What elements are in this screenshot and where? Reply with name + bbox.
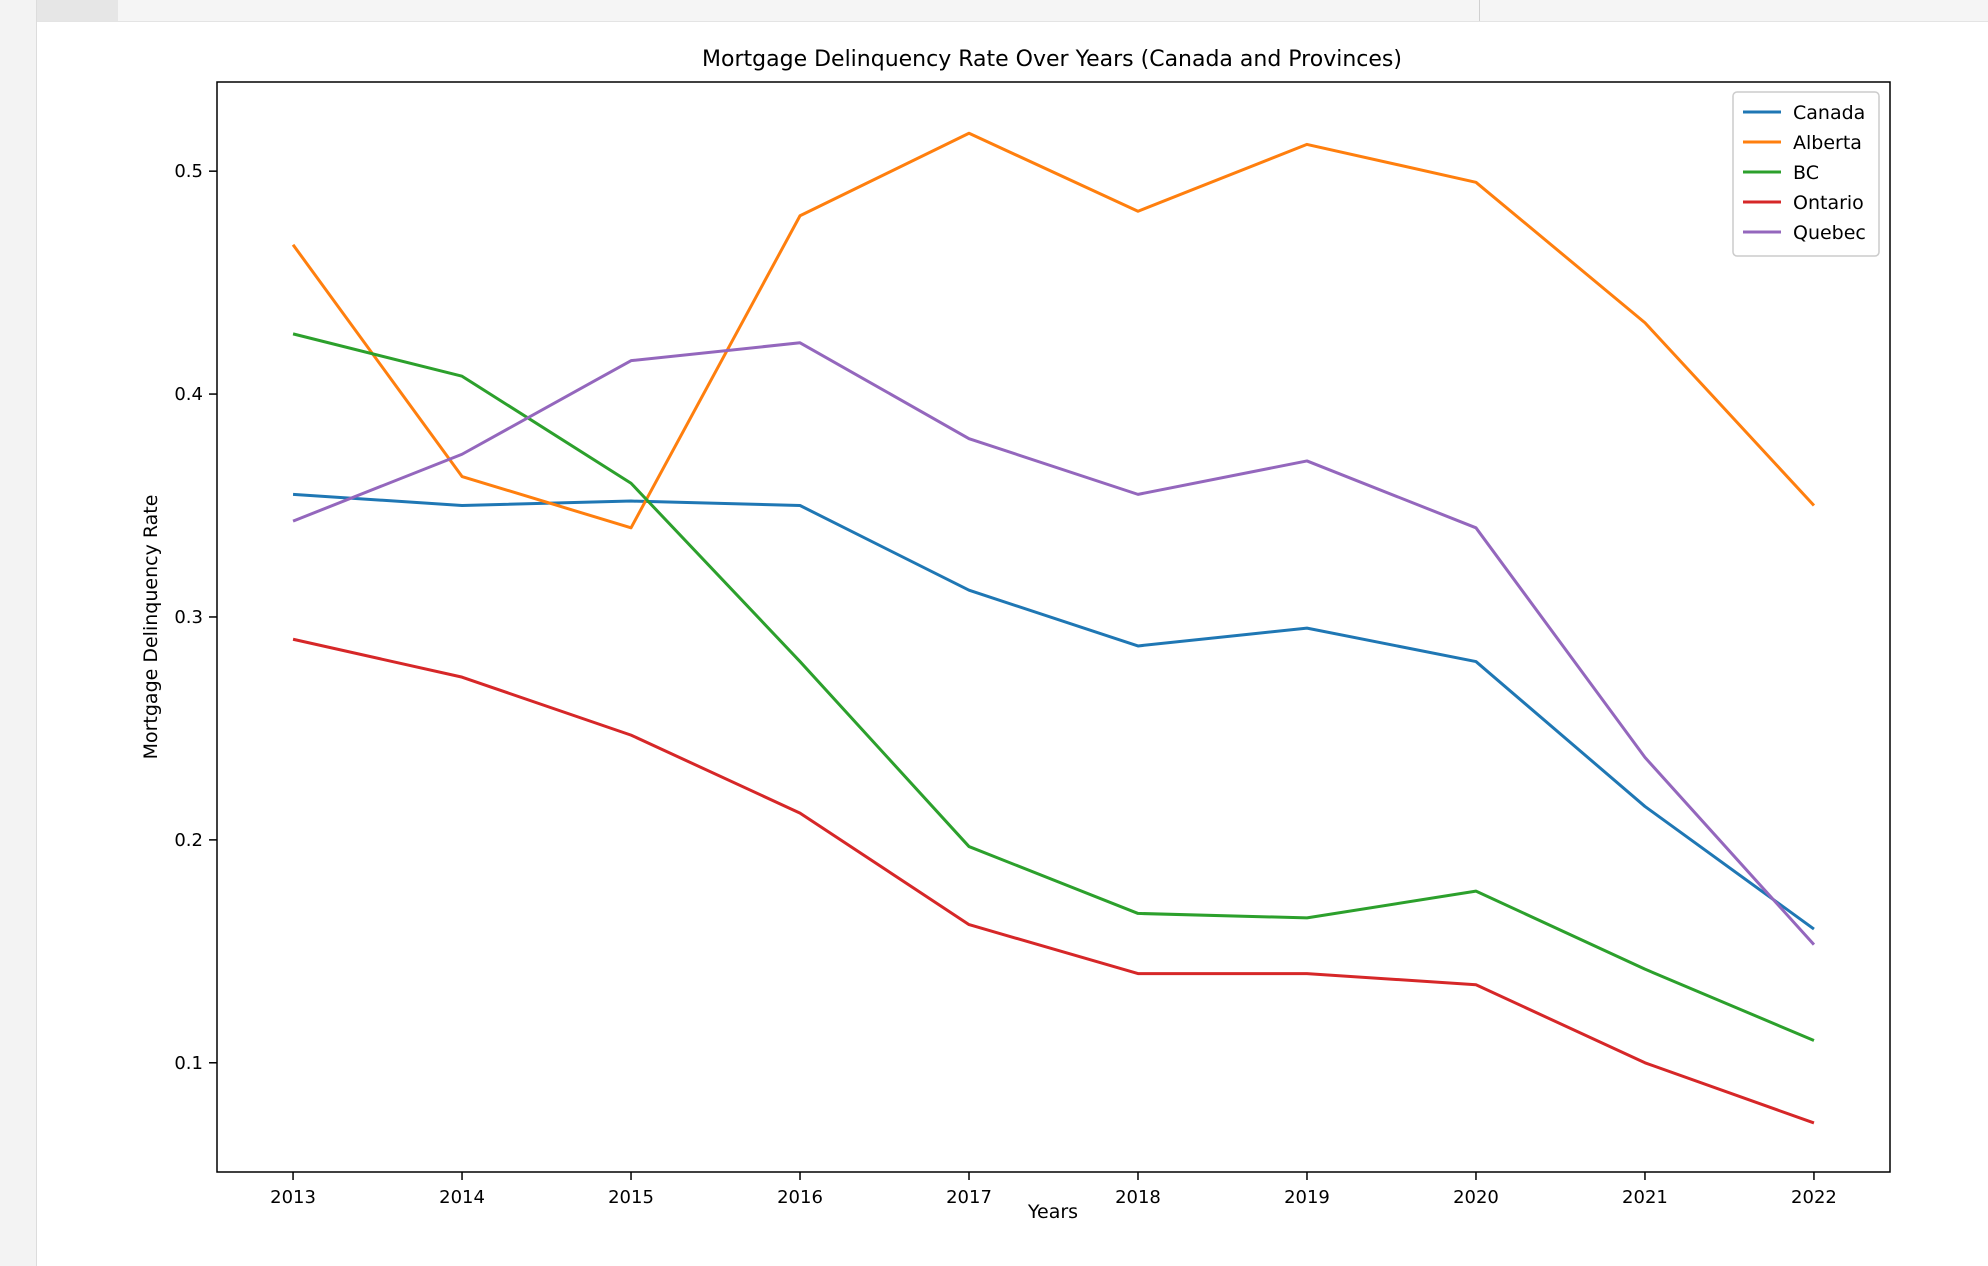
legend-label-alberta: Alberta [1793,132,1862,154]
axes-frame [216,81,1891,1173]
x-tick-label: 2015 [608,1187,654,1208]
y-axis-label: Mortgage Delinquency Rate [140,495,162,760]
y-tick-label: 0.2 [174,830,203,851]
x-tick-label: 2016 [777,1187,823,1208]
cell-top-bar [37,0,1988,22]
legend-label-bc: BC [1793,162,1819,184]
x-tick-label: 2021 [1622,1187,1668,1208]
delinquency-line-chart: Mortgage Delinquency Rate Over Years (Ca… [140,47,1891,1223]
x-tick-label: 2017 [946,1187,992,1208]
series-line-bc [292,332,1815,1042]
series-line-alberta [291,131,1816,530]
y-tick-label: 0.5 [174,161,203,182]
left-gutter [0,0,37,1266]
cell-prompt-tab[interactable] [37,0,118,21]
legend-label-ontario: Ontario [1793,192,1864,214]
x-tick-label: 2022 [1791,1187,1837,1208]
top-divider [1479,0,1480,21]
legend-label-quebec: Quebec [1793,222,1866,244]
y-tick-label: 0.1 [174,1053,203,1074]
series-line-quebec [292,341,1816,946]
y-axis-ticks: 0.1 0.2 0.3 0.4 0.5 [174,161,217,1074]
x-tick-label: 2019 [1284,1187,1330,1208]
legend-label-canada: Canada [1793,102,1865,124]
x-axis-label: Years [1027,1201,1078,1223]
plot-layer [291,131,1816,1125]
legend: Canada Alberta BC Ontario Quebec [1732,91,1880,257]
chart-title: Mortgage Delinquency Rate Over Years (Ca… [702,47,1402,72]
x-axis-ticks: 2013 2014 2015 2016 2017 2018 2019 2020 2021 2022 [270,1172,1837,1208]
x-tick-label: 2014 [439,1187,485,1208]
y-tick-label: 0.3 [174,607,203,628]
series-line-ontario [292,637,1815,1125]
y-tick-label: 0.4 [174,384,203,405]
legend-box [1732,91,1880,257]
cell-output-area: Mortgage Delinquency Rate Over Years (Ca… [37,22,1988,1266]
series-line-canada [292,492,1815,931]
x-tick-label: 2013 [270,1187,316,1208]
x-tick-label: 2018 [1115,1187,1161,1208]
x-tick-label: 2020 [1453,1187,1499,1208]
